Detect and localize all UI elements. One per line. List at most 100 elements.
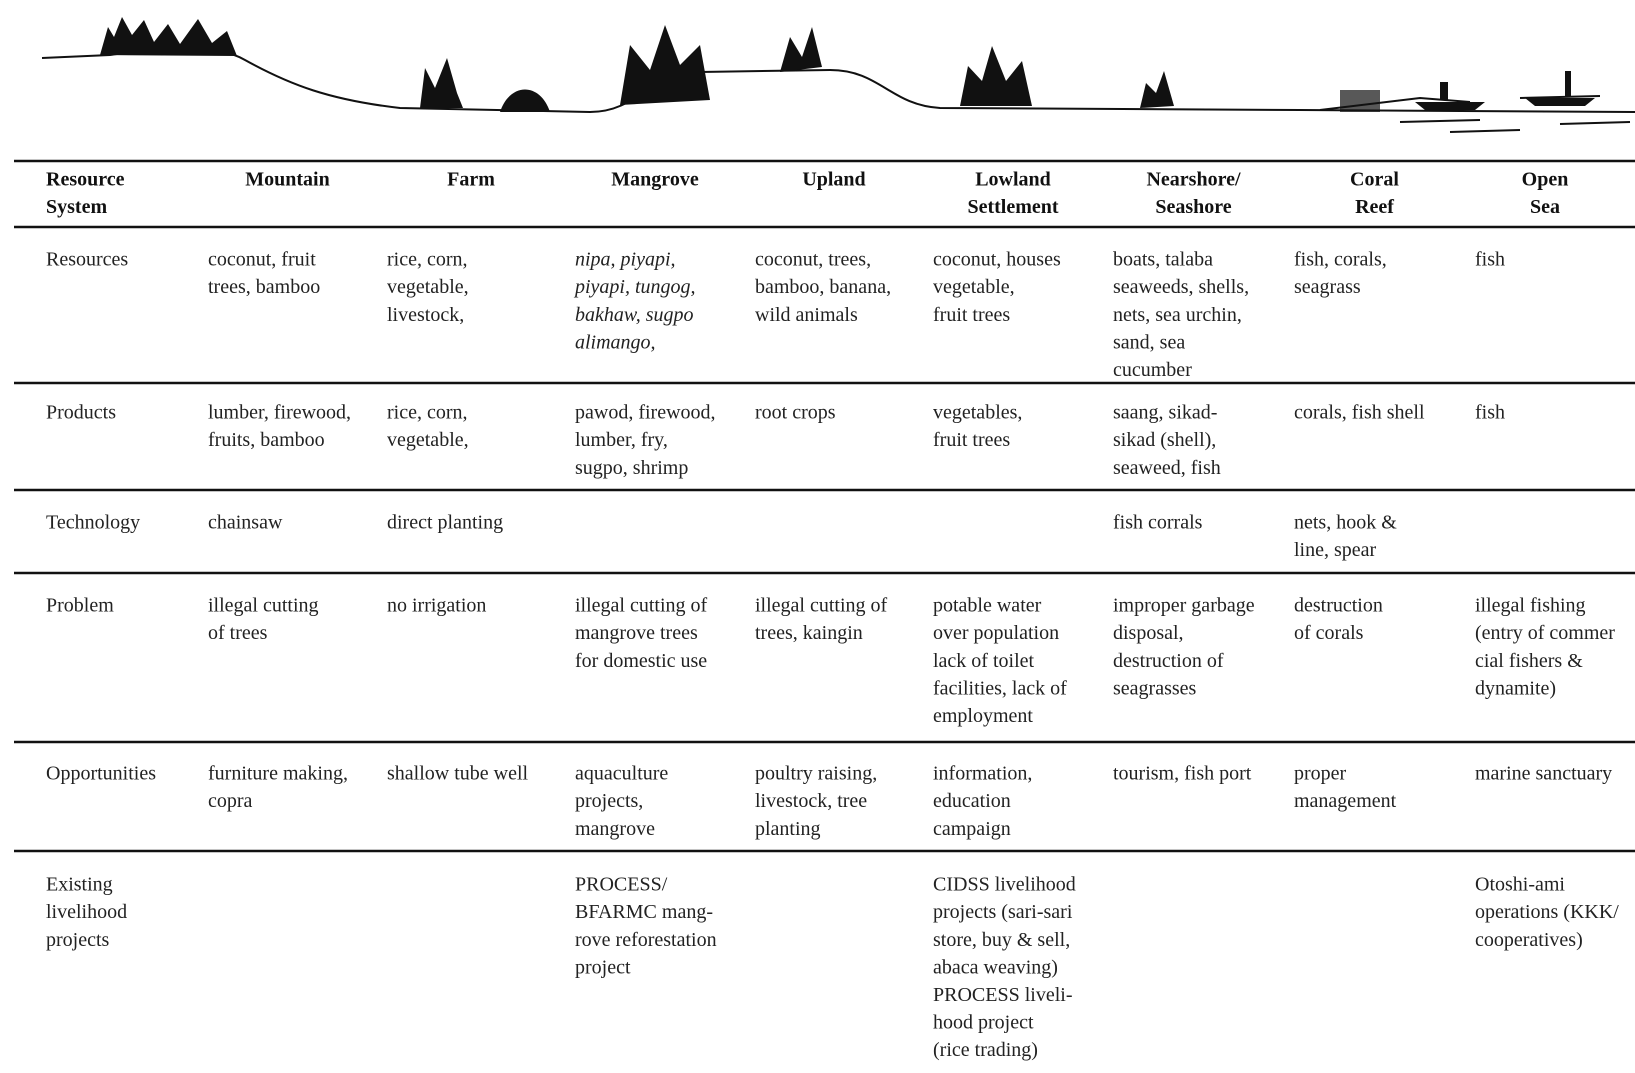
cell-text: of trees [208, 622, 268, 644]
cell-text: fish [1475, 402, 1505, 424]
cell-text: livestock, [387, 304, 464, 326]
cell-text: illegal cutting [208, 595, 319, 617]
cell-text: nets, sea urchin, [1113, 304, 1242, 326]
column-header: Resource [46, 169, 125, 191]
cell-text: nets, hook & [1294, 512, 1397, 534]
cell-text: mangrove [575, 818, 655, 840]
row-label: Technology [46, 512, 140, 534]
cell-text: illegal fishing [1475, 595, 1586, 617]
cell-text: fish, corals, [1294, 249, 1387, 271]
landscape-illustration [41, 17, 1635, 133]
cell-text: seagrasses [1113, 677, 1197, 699]
cell-text: seaweeds, shells, [1113, 276, 1249, 298]
column-header: Seashore [1155, 196, 1231, 218]
cell-text: improper garbage [1113, 595, 1255, 617]
cell-text: wild animals [755, 304, 858, 326]
cell-text: over population [933, 622, 1059, 644]
cell-text: cucumber [1113, 359, 1192, 381]
cell-text: rice, corn, [387, 402, 468, 424]
cell-text: illegal cutting of [575, 595, 708, 617]
cell-text: PROCESS/ [575, 874, 668, 896]
column-header: Reef [1355, 196, 1394, 218]
cell-text: for domestic use [575, 650, 707, 672]
cell-text: facilities, lack of [933, 677, 1067, 699]
cell-text: root crops [755, 402, 836, 424]
cell-text: seaweed, fish [1113, 457, 1221, 479]
cell-text: Otoshi-ami [1475, 874, 1565, 896]
cell-text: bamboo, banana, [755, 276, 891, 298]
cell-text: copra [208, 790, 253, 812]
cell-text: dynamite) [1475, 677, 1556, 699]
row-label: livelihood [46, 901, 127, 923]
cell-text: no irrigation [387, 595, 486, 617]
cell-text: mangrove trees [575, 622, 698, 644]
cell-text: vegetable, [933, 276, 1015, 298]
column-header: Lowland [975, 169, 1051, 191]
cell-text: rove reforestation [575, 929, 717, 951]
cell-text: coconut, fruit [208, 249, 316, 271]
cell-text: nipa, piyapi, [575, 249, 676, 271]
cell-text: of corals [1294, 622, 1364, 644]
cell-text: hood project [933, 1012, 1034, 1034]
cell-text: fish corrals [1113, 512, 1203, 534]
cell-text: lack of toilet [933, 650, 1035, 672]
cell-text: PROCESS liveli- [933, 984, 1072, 1006]
cell-text: saang, sikad- [1113, 402, 1217, 424]
row-label: Opportunities [46, 763, 156, 785]
cell-text: lumber, fry, [575, 429, 668, 451]
cell-text: alimango, [575, 331, 656, 353]
cell-text: chainsaw [208, 512, 283, 534]
cell-text: pawod, firewood, [575, 402, 716, 424]
cell-text: (rice trading) [933, 1039, 1038, 1061]
cell-text: trees, kaingin [755, 622, 863, 644]
cell-text: employment [933, 705, 1033, 727]
column-header: Open [1522, 169, 1569, 191]
cell-text: livestock, tree [755, 790, 867, 812]
cell-text: sand, sea [1113, 331, 1185, 353]
cell-text: fruits, bamboo [208, 429, 325, 451]
cell-text: corals, fish shell [1294, 402, 1425, 424]
cell-text: line, spear [1294, 539, 1377, 561]
cell-text: boats, talaba [1113, 249, 1213, 271]
column-header: Nearshore/ [1146, 169, 1240, 191]
cell-text: lumber, firewood, [208, 402, 351, 424]
cell-text: vegetable, [387, 429, 469, 451]
row-label: Problem [46, 595, 114, 617]
cell-text: coconut, houses [933, 249, 1061, 271]
cell-text: aquaculture [575, 763, 668, 785]
row-label: Resources [46, 249, 128, 271]
cell-text: planting [755, 818, 821, 840]
cell-text: potable water [933, 595, 1042, 617]
cell-text: poultry raising, [755, 763, 877, 785]
cell-text: trees, bamboo [208, 276, 320, 298]
column-header: Sea [1530, 196, 1560, 218]
cell-text: (entry of commer [1475, 622, 1615, 644]
cell-text: management [1294, 790, 1397, 812]
cell-text: direct planting [387, 512, 503, 534]
cell-text: cooperatives) [1475, 929, 1583, 951]
cell-text: cial fishers & [1475, 650, 1583, 672]
cell-text: projects (sari-sari [933, 901, 1073, 923]
cell-text: seagrass [1294, 276, 1361, 298]
cell-text: marine sanctuary [1475, 763, 1612, 785]
row-label: Existing [46, 874, 113, 896]
column-header: Mangrove [611, 169, 699, 191]
cell-text: vegetables, [933, 402, 1022, 424]
cell-text: store, buy & sell, [933, 929, 1070, 951]
cell-text: education [933, 790, 1011, 812]
cell-text: abaca weaving) [933, 956, 1058, 978]
cell-text: destruction [1294, 595, 1383, 617]
column-header: System [46, 196, 107, 218]
cell-text: rice, corn, [387, 249, 468, 271]
column-header: Settlement [967, 196, 1058, 218]
cell-text: sugpo, shrimp [575, 457, 688, 479]
cell-text: information, [933, 763, 1032, 785]
cell-text: shallow tube well [387, 763, 529, 785]
cell-text: CIDSS livelihood [933, 874, 1076, 896]
cell-text: furniture making, [208, 763, 348, 785]
cell-text: BFARMC mang- [575, 901, 713, 923]
row-label: projects [46, 929, 110, 951]
cell-text: fruit trees [933, 429, 1010, 451]
